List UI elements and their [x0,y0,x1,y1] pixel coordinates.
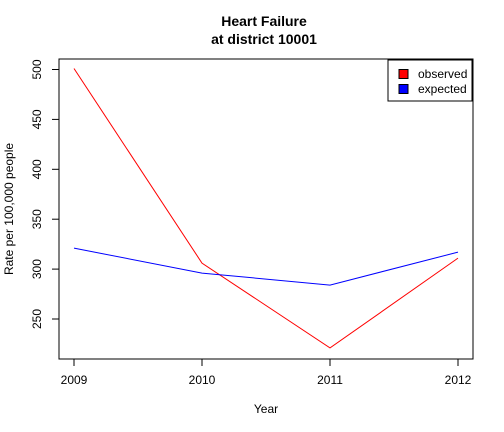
x-axis-label: Year [254,402,278,416]
x-tick-label: 2012 [445,373,472,387]
plot-box [58,58,474,360]
x-axis: 2009 2010 2011 2012 [61,358,472,387]
y-axis: 250 300 350 400 450 500 [30,59,60,329]
chart-title-line1: Heart Failure [221,13,307,29]
y-tick-label: 450 [30,109,44,129]
chart-title-line2: at district 10001 [211,31,317,47]
y-tick-label: 250 [30,309,44,329]
x-tick-label: 2011 [317,373,343,387]
legend-box [387,59,473,102]
y-tick-label: 300 [30,259,44,279]
x-tick-label: 2009 [61,373,88,387]
series-line-observed [73,68,459,349]
x-tick-label: 2010 [189,373,216,387]
y-axis-label: Rate per 100,000 people [2,143,16,275]
y-tick-label: 400 [30,159,44,179]
series-lines [73,68,459,349]
y-tick-label: 350 [30,209,44,229]
series-line-expected [73,247,459,286]
legend-swatch-expected [398,84,409,94]
legend-label-observed: observed [418,67,467,81]
legend-label-expected: expected [418,82,467,96]
y-tick-label: 500 [30,59,44,79]
legend-swatch-observed [398,69,409,79]
